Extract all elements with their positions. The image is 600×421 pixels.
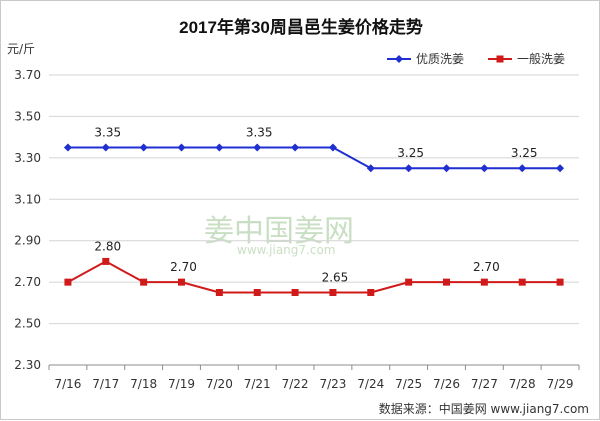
y-tick-label: 3.30 (14, 151, 41, 165)
series-point-1 (442, 164, 451, 173)
x-tick-label: 7/22 (282, 377, 309, 391)
series-point-1 (556, 164, 565, 173)
data-label: 3.25 (397, 146, 424, 160)
series-point-1 (177, 143, 186, 152)
data-labels: 3.35 3.35 3.25 3.25 2.80 2.70 2.65 2.70 (94, 126, 537, 285)
series-point-2 (291, 289, 299, 296)
chart-title: 2017年第30周昌邑生姜价格走势 (179, 17, 423, 37)
legend-marker-2 (496, 55, 504, 63)
series-point-2 (556, 278, 564, 286)
y-tick-label: 3.10 (14, 192, 41, 206)
x-tick-label: 7/16 (54, 377, 81, 391)
series-line-1 (67, 146, 561, 170)
source-note: 数据来源：中国姜网 www.jiang7.com (379, 401, 589, 416)
data-label: 3.35 (94, 126, 121, 140)
series-point-2 (329, 289, 337, 296)
x-tick-label: 7/29 (547, 377, 574, 391)
data-label: 2.65 (322, 271, 349, 285)
x-tick-label: 7/25 (395, 377, 422, 391)
series-point-2 (215, 289, 223, 296)
series-point-1 (139, 143, 148, 152)
y-axis-unit-label: 元/斤 (7, 42, 35, 56)
x-tick-label: 7/23 (319, 377, 346, 391)
series-point-1 (480, 164, 489, 173)
data-label: 3.35 (246, 126, 273, 140)
series-point-1 (328, 143, 337, 152)
series-point-2 (480, 278, 488, 286)
legend: 优质洗姜 一般洗姜 (387, 51, 565, 66)
legend-entry-2: 一般洗姜 (517, 51, 565, 66)
series-point-1 (253, 143, 262, 152)
series-point-2 (443, 278, 450, 286)
data-label: 2.80 (94, 239, 121, 253)
x-tick-label: 7/28 (509, 377, 536, 391)
watermark-text: 姜中国姜网 (204, 214, 354, 249)
series-group (63, 143, 565, 296)
series-point-1 (291, 143, 300, 152)
series-line-2 (67, 260, 561, 294)
x-tick-label: 7/19 (168, 377, 195, 391)
series-point-1 (518, 164, 527, 173)
y-tick-label: 3.70 (14, 68, 41, 82)
series-point-1 (63, 143, 72, 152)
series-point-1 (101, 143, 110, 152)
y-axis-ticks: 2.30 2.50 2.70 2.90 3.10 3.30 3.50 3.70 (14, 68, 41, 372)
x-tick-label: 7/24 (357, 377, 384, 391)
series-point-1 (404, 164, 413, 173)
x-tick-label: 7/27 (471, 377, 498, 391)
x-tick-label: 7/26 (433, 377, 460, 391)
data-label: 2.70 (473, 260, 500, 274)
data-label: 3.25 (511, 146, 538, 160)
legend-marker-1 (395, 55, 403, 63)
x-axis (48, 364, 580, 370)
y-tick-label: 2.30 (14, 358, 41, 372)
series-point-1 (366, 164, 375, 173)
series-point-2 (253, 289, 261, 296)
x-tick-label: 7/20 (206, 377, 233, 391)
y-tick-label: 2.70 (14, 275, 41, 289)
x-tick-label: 7/17 (92, 377, 119, 391)
series-point-2 (518, 278, 526, 286)
series-point-1 (215, 143, 224, 152)
y-tick-label: 2.50 (14, 317, 41, 331)
watermark-url: www.jiang7.com (237, 243, 335, 257)
x-axis-ticks: 7/16 7/17 7/18 7/19 7/20 7/21 7/22 7/23 7/24 7/25… (54, 377, 573, 391)
series-point-2 (178, 278, 185, 286)
series-point-2 (367, 289, 375, 296)
watermark: 姜中国姜网 www.jiang7.com (204, 214, 354, 257)
series-point-2 (64, 278, 72, 286)
legend-entry-1: 优质洗姜 (416, 52, 464, 66)
series-point-2 (102, 257, 110, 265)
x-tick-label: 7/21 (244, 377, 271, 391)
series-point-2 (140, 278, 148, 286)
x-tick-label: 7/18 (130, 377, 157, 391)
series-point-2 (405, 278, 413, 286)
data-label: 2.70 (170, 260, 197, 274)
y-tick-label: 3.50 (14, 109, 41, 123)
y-tick-label: 2.90 (14, 234, 41, 248)
